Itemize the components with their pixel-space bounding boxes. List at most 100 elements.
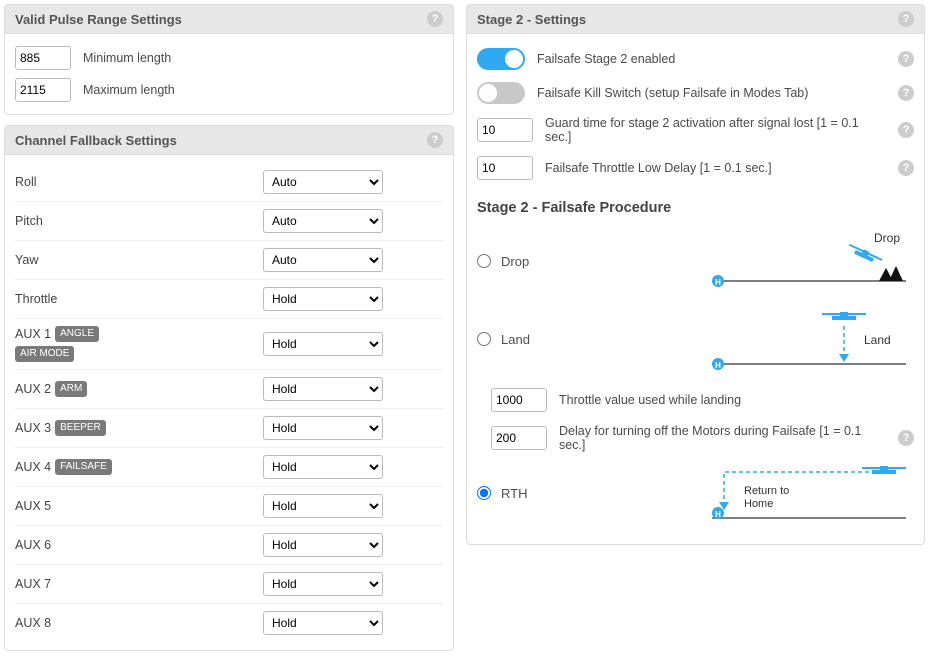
kill-switch-toggle[interactable] [477, 82, 525, 104]
channel-name: AUX 2 [15, 382, 51, 396]
channel-label: AUX 5 [15, 499, 115, 513]
procedure-drop-label: Drop [501, 254, 529, 269]
channel-fallback-select[interactable]: AutoHoldSet [263, 533, 383, 557]
pulse-range-header: Valid Pulse Range Settings ? [5, 5, 453, 34]
procedure-land-label: Land [501, 332, 530, 347]
guard-time-label: Guard time for stage 2 activation after … [545, 116, 886, 144]
help-icon[interactable]: ? [898, 122, 914, 138]
stage2-panel: Stage 2 - Settings ? Failsafe Stage 2 en… [466, 4, 925, 545]
help-icon[interactable]: ? [898, 51, 914, 67]
channel-name: Yaw [15, 253, 38, 267]
channel-row: AUX 3 BEEPER AutoHoldSet [15, 408, 443, 447]
channel-label: AUX 4 FAILSAFE [15, 459, 115, 475]
channel-fallback-select[interactable]: AutoHoldSet [263, 455, 383, 479]
rth-diagram-label-1: Return to [744, 485, 789, 497]
help-icon[interactable]: ? [898, 430, 914, 446]
min-length-input[interactable] [15, 46, 71, 70]
mode-badge: ANGLE [55, 326, 99, 342]
channel-fallback-select[interactable]: AutoHoldSet [263, 170, 383, 194]
channel-name: AUX 4 [15, 460, 51, 474]
channel-label: Roll [15, 175, 115, 189]
min-length-label: Minimum length [83, 51, 171, 65]
channel-row: Pitch AutoHoldSet [15, 201, 443, 240]
channel-fallback-select[interactable]: AutoHoldSet [263, 494, 383, 518]
channel-label: Yaw [15, 253, 115, 267]
channel-fallback-panel: Channel Fallback Settings ? Roll AutoHold… [4, 125, 454, 651]
channel-row: AUX 8 AutoHoldSet [15, 603, 443, 642]
throttle-low-delay-label: Failsafe Throttle Low Delay [1 = 0.1 sec… [545, 161, 772, 175]
channel-name: AUX 8 [15, 616, 51, 630]
channel-row: AUX 2 ARM AutoHoldSet [15, 369, 443, 408]
procedure-land-radio[interactable] [477, 332, 491, 346]
land-off-delay-label: Delay for turning off the Motors during … [559, 424, 886, 452]
channel-name: Roll [15, 175, 37, 189]
channel-fallback-title: Channel Fallback Settings [15, 133, 177, 148]
channel-fallback-header: Channel Fallback Settings ? [5, 126, 453, 155]
channel-name: AUX 5 [15, 499, 51, 513]
max-length-input[interactable] [15, 78, 71, 102]
pulse-range-panel: Valid Pulse Range Settings ? Minimum len… [4, 4, 454, 115]
help-icon[interactable]: ? [427, 11, 443, 27]
channel-row: AUX 7 AutoHoldSet [15, 564, 443, 603]
help-icon[interactable]: ? [898, 160, 914, 176]
land-throttle-label: Throttle value used while landing [559, 393, 741, 407]
channel-fallback-select[interactable]: AutoHoldSet [263, 332, 383, 356]
kill-switch-label: Failsafe Kill Switch (setup Failsafe in … [537, 86, 808, 100]
channel-fallback-select[interactable]: AutoHoldSet [263, 209, 383, 233]
mode-badge: AIR MODE [15, 346, 74, 362]
svg-text:H: H [715, 510, 721, 519]
channel-name: Throttle [15, 292, 57, 306]
throttle-low-delay-input[interactable] [477, 156, 533, 180]
land-off-delay-input[interactable] [491, 426, 547, 450]
channel-label: Throttle [15, 292, 115, 306]
mode-badge: FAILSAFE [55, 459, 112, 475]
channel-fallback-select[interactable]: AutoHoldSet [263, 416, 383, 440]
channel-name: AUX 7 [15, 577, 51, 591]
channel-row: AUX 6 AutoHoldSet [15, 525, 443, 564]
channel-label: AUX 3 BEEPER [15, 420, 115, 436]
failsafe-enabled-toggle[interactable] [477, 48, 525, 70]
channel-name: AUX 1 [15, 327, 51, 341]
rth-diagram-label-2: Home [744, 498, 773, 510]
channel-fallback-select[interactable]: AutoHoldSet [263, 287, 383, 311]
svg-text:H: H [715, 361, 721, 370]
channel-label: AUX 6 [15, 538, 115, 552]
channel-row: AUX 1 ANGLE AIR MODE AutoHoldSet [15, 318, 443, 369]
channel-label: AUX 1 ANGLE AIR MODE [15, 326, 115, 362]
procedure-drop-radio[interactable] [477, 254, 491, 268]
mode-badge: ARM [55, 381, 87, 397]
channel-fallback-select[interactable]: AutoHoldSet [263, 572, 383, 596]
stage2-header: Stage 2 - Settings ? [467, 5, 924, 34]
help-icon[interactable]: ? [898, 11, 914, 27]
channel-name: Pitch [15, 214, 43, 228]
channel-row: Roll AutoHoldSet [15, 163, 443, 201]
failsafe-enabled-label: Failsafe Stage 2 enabled [537, 52, 675, 66]
channel-row: AUX 4 FAILSAFE AutoHoldSet [15, 447, 443, 486]
pulse-range-title: Valid Pulse Range Settings [15, 12, 182, 27]
stage2-title: Stage 2 - Settings [477, 12, 586, 27]
land-diagram: H Land [704, 304, 914, 374]
channel-fallback-select[interactable]: AutoHoldSet [263, 248, 383, 272]
rth-diagram: H Return to Home [704, 458, 914, 528]
procedure-rth-radio[interactable] [477, 486, 491, 500]
channel-row: AUX 5 AutoHoldSet [15, 486, 443, 525]
channel-label: AUX 2 ARM [15, 381, 115, 397]
channel-label: AUX 7 [15, 577, 115, 591]
procedure-title: Stage 2 - Failsafe Procedure [477, 200, 914, 216]
help-icon[interactable]: ? [427, 132, 443, 148]
channel-fallback-select[interactable]: AutoHoldSet [263, 377, 383, 401]
procedure-rth-label: RTH [501, 486, 527, 501]
channel-fallback-select[interactable]: AutoHoldSet [263, 611, 383, 635]
max-length-label: Maximum length [83, 83, 175, 97]
channel-name: AUX 6 [15, 538, 51, 552]
channel-name: AUX 3 [15, 421, 51, 435]
svg-text:H: H [715, 278, 721, 287]
channel-label: AUX 8 [15, 616, 115, 630]
guard-time-input[interactable] [477, 118, 533, 142]
channel-label: Pitch [15, 214, 115, 228]
channel-row: Yaw AutoHoldSet [15, 240, 443, 279]
drop-diagram-label: Drop [874, 231, 900, 245]
mode-badge: BEEPER [55, 420, 106, 436]
help-icon[interactable]: ? [898, 85, 914, 101]
land-throttle-input[interactable] [491, 388, 547, 412]
